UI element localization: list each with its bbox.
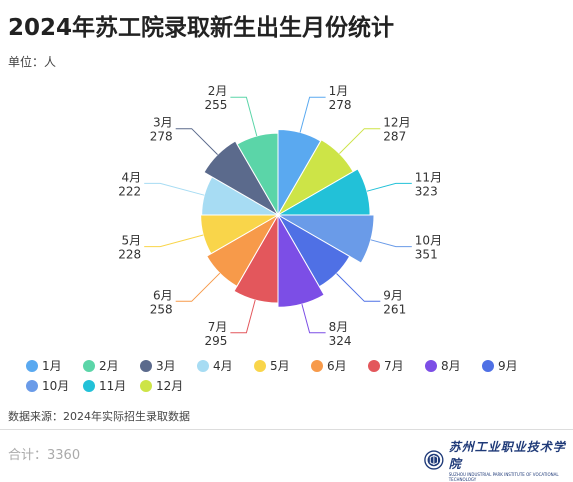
legend-item-11月[interactable]: 11月 <box>83 377 126 394</box>
legend-swatch <box>26 359 38 372</box>
leader-line-3月 <box>175 128 218 155</box>
leader-line-2月 <box>230 96 258 137</box>
legend-item-6月[interactable]: 6月 <box>311 357 347 374</box>
slice-value-9月: 261 <box>383 302 406 316</box>
chart-title: 2024年苏工院录取新生出生月份统计 <box>8 15 395 41</box>
legend-label: 5月 <box>270 359 290 373</box>
legend-item-7月[interactable]: 7月 <box>368 357 404 374</box>
legend-label: 1月 <box>42 359 62 373</box>
slice-label-1月: 1月 <box>329 84 349 98</box>
legend-swatch <box>83 359 95 372</box>
unit-label: 单位：人 <box>8 55 57 69</box>
school-logo: 苏州工业职业技术学院 SUZHOU INDUSTRIAL PARK INSTIT… <box>424 438 573 482</box>
slice-value-12月: 287 <box>383 130 406 144</box>
slice-label-2月: 2月 <box>208 84 228 98</box>
legend-label: 9月 <box>498 359 518 373</box>
leader-line-10月 <box>370 239 412 248</box>
legend-item-4月[interactable]: 4月 <box>197 357 233 374</box>
slice-label-5月: 5月 <box>122 234 142 248</box>
slice-8月 <box>277 213 325 308</box>
legend-swatch <box>140 359 152 372</box>
slice-value-1月: 278 <box>329 98 352 112</box>
legend-label: 12月 <box>156 379 184 393</box>
legend-item-3月[interactable]: 3月 <box>140 357 176 374</box>
slice-label-3月: 3月 <box>153 116 173 130</box>
legend-label: 6月 <box>327 359 347 373</box>
slice-6月 <box>206 213 280 287</box>
leader-line-9月 <box>336 273 381 302</box>
slice-10月 <box>276 214 375 264</box>
legend-item-12月[interactable]: 12月 <box>140 377 183 394</box>
legend-item-8月[interactable]: 8月 <box>425 357 461 374</box>
legend-item-9月[interactable]: 9月 <box>482 357 518 374</box>
legend-item-5月[interactable]: 5月 <box>254 357 290 374</box>
leader-line-5月 <box>144 234 204 248</box>
slice-label-12月: 12月 <box>383 116 410 130</box>
total-label: 合计：3360 <box>8 448 81 463</box>
legend-swatch <box>83 379 95 392</box>
legend-item-2月[interactable]: 2月 <box>83 357 119 374</box>
leader-line-12月 <box>339 128 381 154</box>
slice-label-6月: 6月 <box>153 288 173 302</box>
legend-label: 3月 <box>156 359 176 373</box>
legend-swatch <box>482 359 494 372</box>
legend-swatch <box>311 359 323 372</box>
legend-label: 7月 <box>384 359 404 373</box>
slice-value-4月: 222 <box>118 184 141 198</box>
slice-value-7月: 295 <box>204 334 227 348</box>
slice-value-2月: 255 <box>204 98 227 112</box>
leader-line-6月 <box>175 272 221 302</box>
slice-value-6月: 258 <box>150 302 173 316</box>
legend-swatch <box>140 379 152 392</box>
data-source-note: 数据来源：2024年实际招生录取数据 <box>8 410 190 423</box>
slice-label-7月: 7月 <box>208 320 228 334</box>
slice-label-4月: 4月 <box>122 170 142 184</box>
leader-line-11月 <box>366 182 412 192</box>
slice-value-3月: 278 <box>150 130 173 144</box>
school-emblem-icon <box>424 450 444 470</box>
slice-label-8月: 8月 <box>329 320 349 334</box>
slice-value-11月: 323 <box>415 184 438 198</box>
legend-label: 2月 <box>99 359 119 373</box>
slice-value-10月: 351 <box>415 248 438 262</box>
leader-line-8月 <box>301 303 326 334</box>
slice-value-8月: 324 <box>329 334 352 348</box>
legend-label: 8月 <box>441 359 461 373</box>
legend-label: 10月 <box>42 379 70 393</box>
legend-swatch <box>425 359 437 372</box>
leader-line-4月 <box>144 182 205 196</box>
slice-value-5月: 228 <box>118 248 141 262</box>
leader-line-7月 <box>230 299 256 334</box>
legend-swatch <box>26 379 38 392</box>
leader-line-1月 <box>299 96 326 133</box>
slice-label-11月: 11月 <box>415 170 442 184</box>
legend-swatch <box>368 359 380 372</box>
logo-english: SUZHOU INDUSTRIAL PARK INSTITUTE OF VOCA… <box>448 472 559 482</box>
slice-label-9月: 9月 <box>383 288 403 302</box>
legend-item-1月[interactable]: 1月 <box>26 357 62 374</box>
legend-item-10月[interactable]: 10月 <box>26 377 69 394</box>
footer-divider <box>0 429 573 430</box>
legend-swatch <box>254 359 266 372</box>
legend-label: 4月 <box>213 359 233 373</box>
legend-swatch <box>197 359 209 372</box>
legend-label: 11月 <box>99 379 127 393</box>
logo-wordmark: 苏州工业职业技术学院 <box>448 440 566 471</box>
slice-label-10月: 10月 <box>415 234 442 248</box>
